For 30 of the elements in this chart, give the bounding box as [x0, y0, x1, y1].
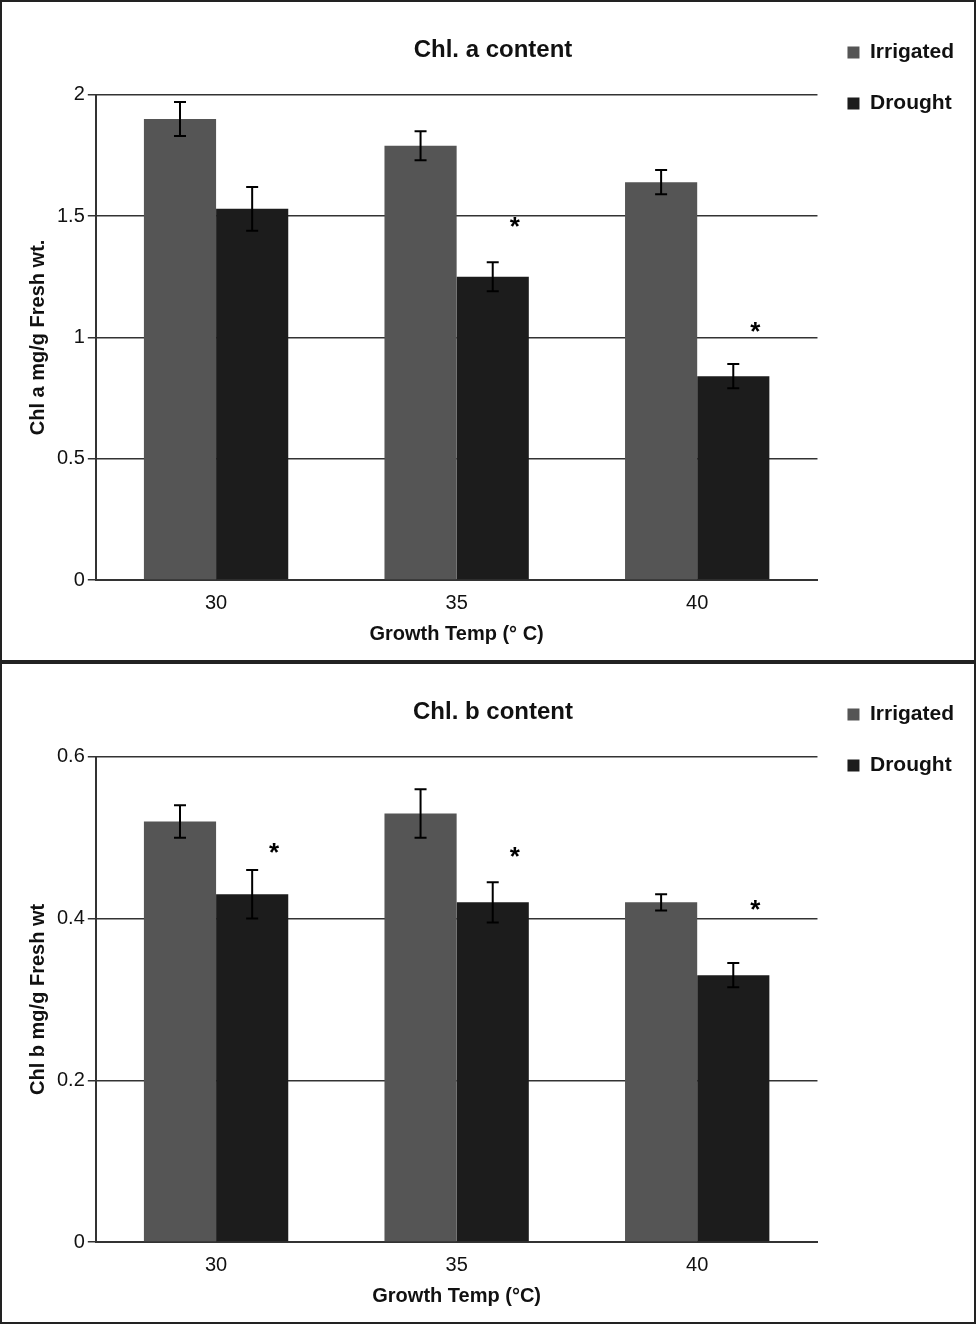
y-tick-label: 0.6	[56, 744, 85, 767]
x-tick-label: 35	[445, 590, 468, 613]
annotation: *	[750, 893, 762, 924]
x-axis-title: Growth Temp (° C)	[369, 621, 544, 644]
annotation: *	[269, 837, 281, 868]
chart-title: Chl. a content	[413, 35, 573, 63]
annotation: *	[750, 315, 762, 346]
legend-label: Irrigated	[869, 39, 955, 63]
x-axis-title: Growth Temp (°C)	[372, 1283, 542, 1306]
y-tick-label: 0.5	[56, 446, 85, 469]
y-tick-label: 0.4	[56, 906, 85, 929]
y-tick-label: 2	[73, 82, 85, 105]
annotation: *	[509, 841, 521, 872]
y-tick-label: 0.2	[56, 1067, 85, 1090]
y-tick-label: 0	[73, 567, 85, 590]
annotation: *	[509, 211, 521, 242]
legend-label: Drought	[869, 90, 952, 114]
x-tick-label: 40	[686, 590, 709, 613]
x-tick-label: 35	[445, 1252, 468, 1275]
chart-title: Chl. b content	[413, 697, 573, 725]
legend-label: Irrigated	[869, 701, 955, 725]
y-axis-title: Chl b mg/g Fresh wt	[25, 903, 48, 1095]
x-tick-label: 40	[686, 1252, 709, 1275]
x-tick-label: 30	[204, 590, 228, 613]
x-tick-label: 30	[204, 1252, 228, 1275]
legend-label: Drought	[869, 752, 952, 776]
y-tick-label: 0	[73, 1229, 85, 1252]
y-axis-title: Chl a mg/g Fresh wt.	[25, 239, 48, 436]
y-tick-label: 1.5	[56, 203, 85, 226]
y-tick-label: 1	[73, 324, 85, 347]
